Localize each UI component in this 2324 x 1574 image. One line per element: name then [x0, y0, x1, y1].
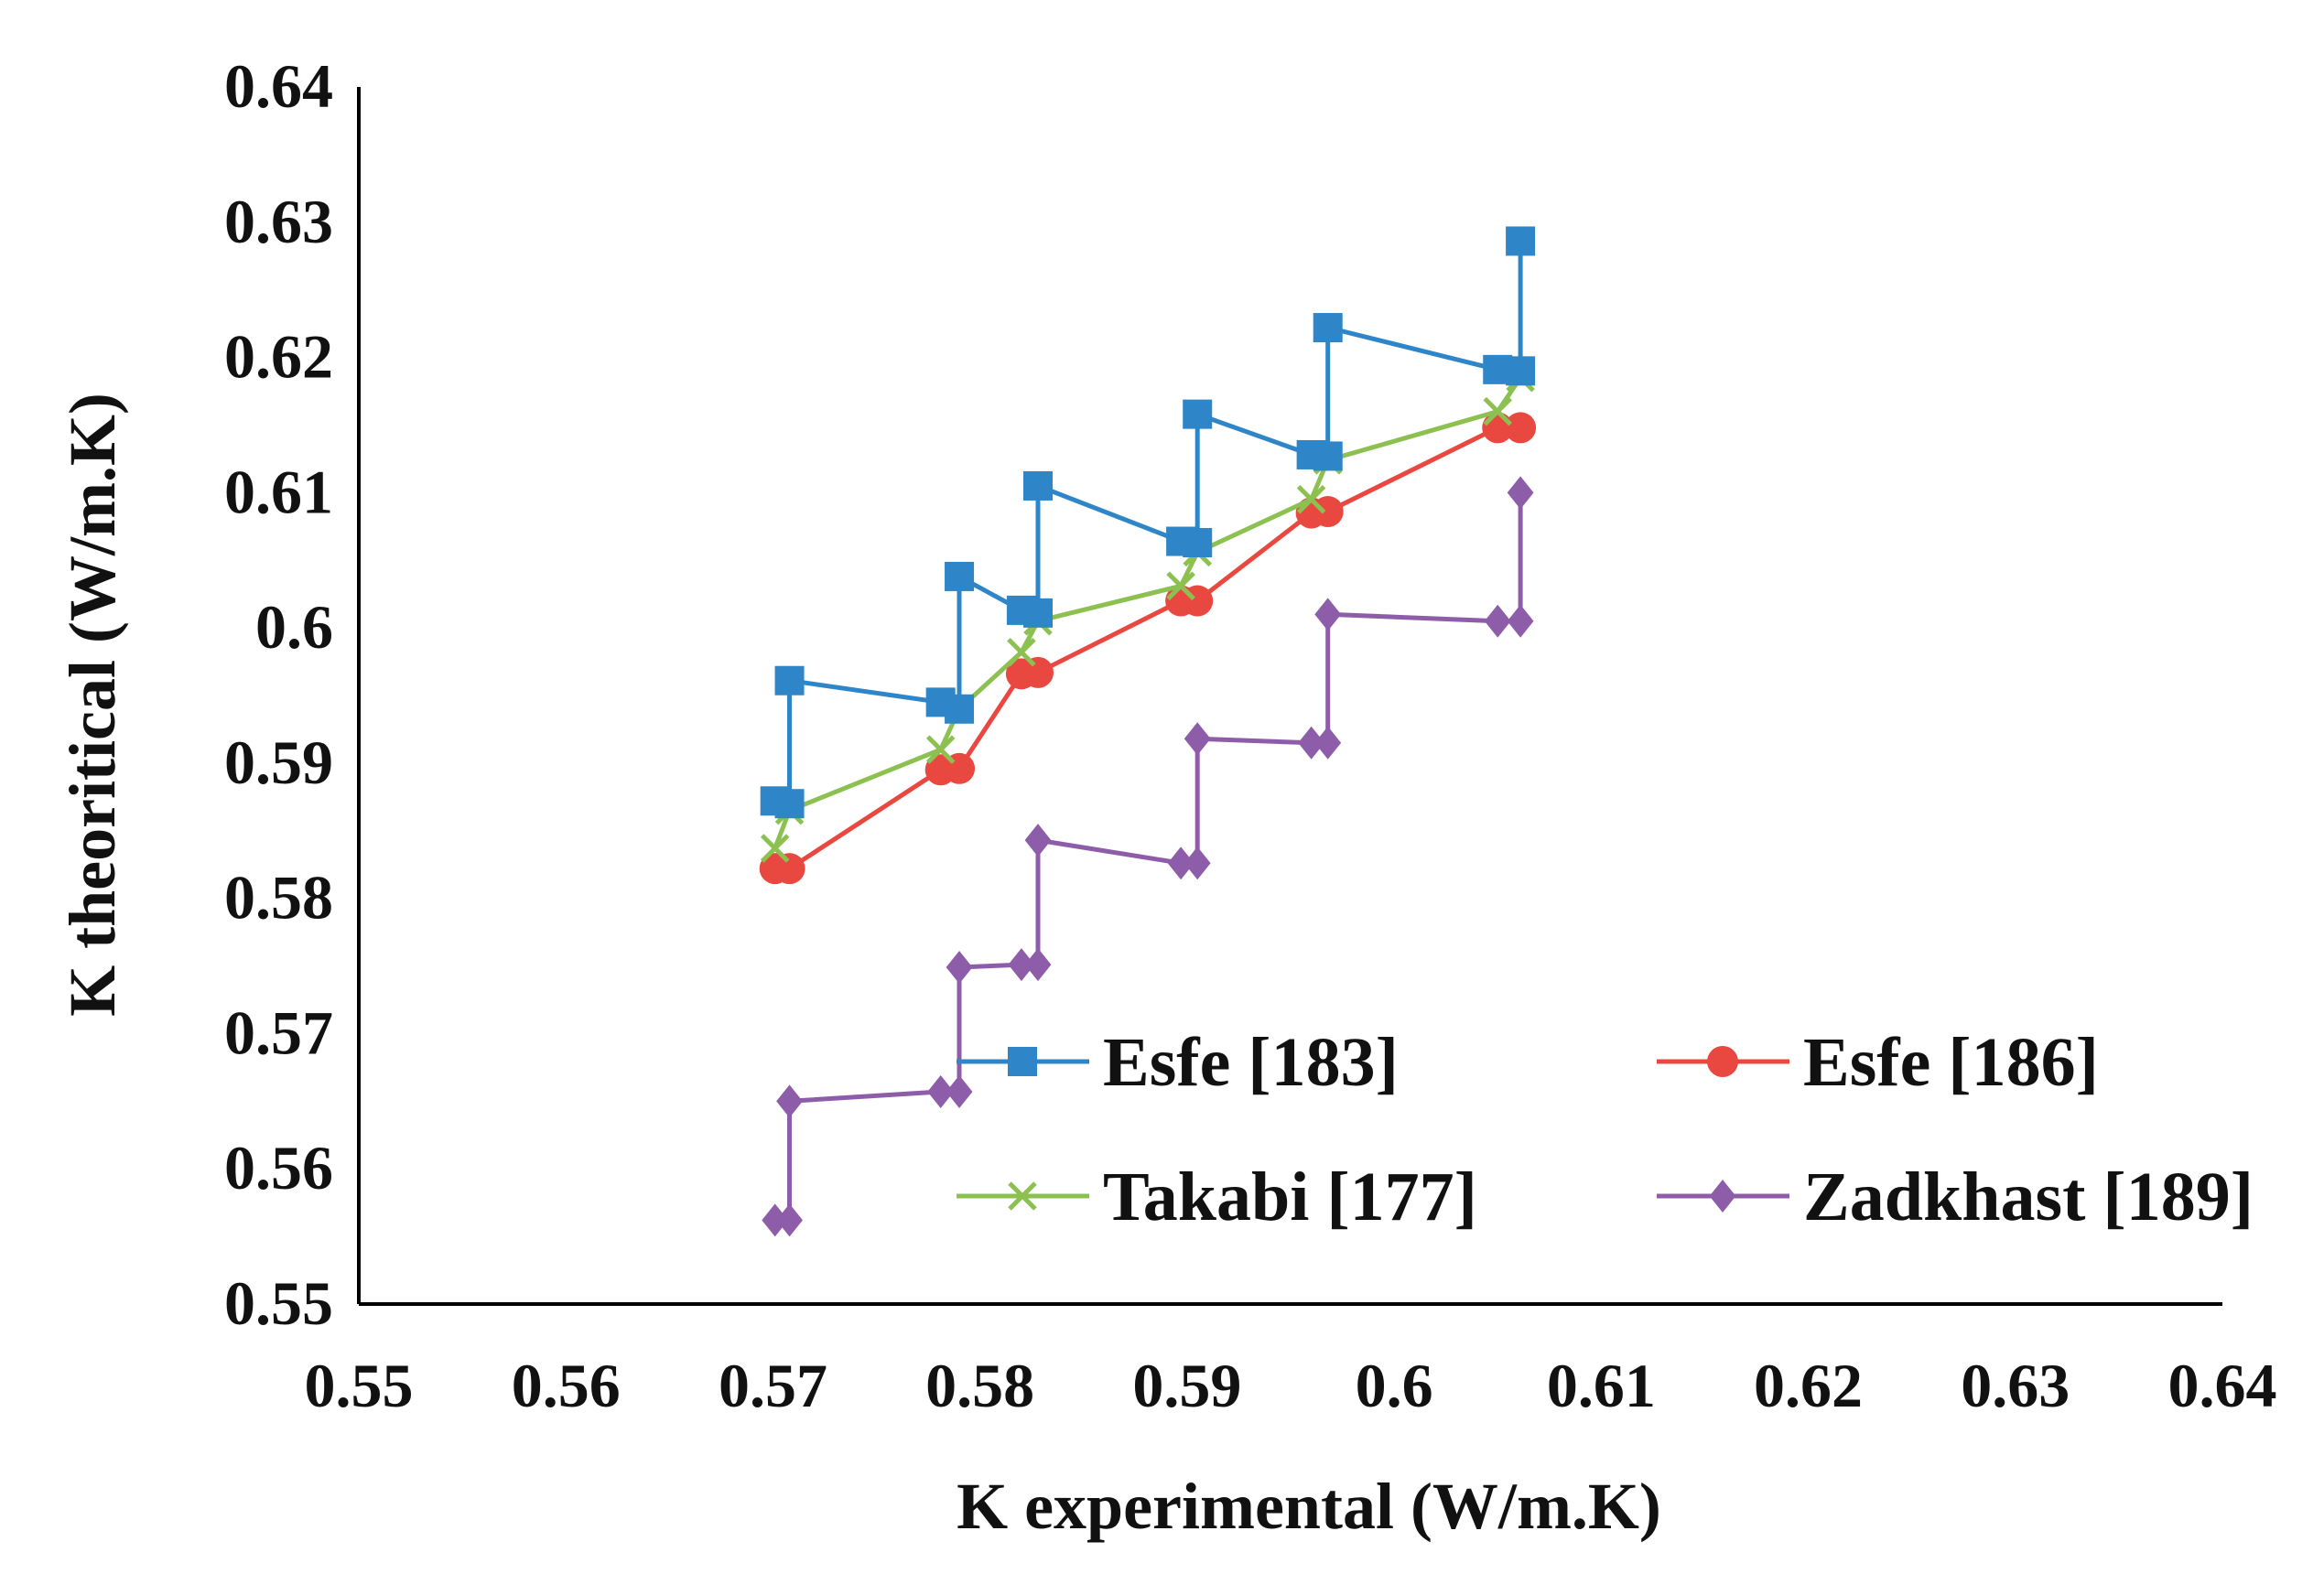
marker-x-stroke — [760, 834, 790, 863]
axes: 0.55 0.56 0.57 0.58 0.59 0.6 0.61 0.62 0.63 0.64 0… — [56, 51, 2277, 1543]
marker-x — [1008, 1181, 1037, 1211]
marker-square — [1506, 356, 1536, 386]
series-esfe-183 — [760, 226, 1536, 819]
marker-circle — [1312, 496, 1344, 528]
y-tick-label: 0.56 — [224, 1133, 333, 1202]
marker-diamond — [946, 951, 973, 985]
x-tick-label: 0.57 — [719, 1351, 827, 1420]
series-line — [774, 425, 1521, 871]
marker-x-stroke — [1008, 1181, 1037, 1211]
marker-x — [925, 735, 956, 764]
y-tick-label: 0.55 — [224, 1268, 333, 1338]
marker-diamond — [1008, 948, 1035, 982]
y-tick-label: 0.57 — [224, 997, 333, 1067]
y-tick-label: 0.59 — [224, 728, 333, 797]
marker-diamond — [1484, 604, 1511, 638]
x-tick-label: 0.64 — [2168, 1351, 2277, 1420]
marker-square — [1506, 226, 1536, 256]
marker-circle — [1505, 412, 1537, 444]
marker-square — [1023, 598, 1054, 628]
marker-circle — [773, 853, 805, 885]
marker-x — [760, 834, 790, 863]
y-tick-label: 0.62 — [224, 322, 333, 392]
x-tick-label: 0.6 — [1356, 1351, 1433, 1420]
legend-label: Takabi [177] — [1103, 1159, 1477, 1235]
marker-x — [1483, 396, 1512, 426]
legend-label: Esfe [186] — [1803, 1024, 2099, 1101]
y-tick-label: 0.58 — [224, 863, 333, 933]
x-tick-label: 0.63 — [1961, 1351, 2070, 1420]
marker-diamond — [776, 1084, 803, 1118]
legend-item: Esfe [186] — [1657, 1024, 2099, 1101]
marker-diamond — [927, 1074, 955, 1108]
marker-square — [1183, 528, 1213, 558]
marker-square — [1183, 399, 1213, 429]
legend-label: Zadkhast [189] — [1803, 1159, 2254, 1235]
marker-x-stroke — [925, 735, 956, 764]
y-axis-title: K theoritical (W/m.K) — [56, 393, 129, 1017]
marker-x-stroke — [1007, 637, 1036, 667]
legend: Esfe [183] Esfe [186] Takabi [177] Zadkhast… — [957, 1024, 2254, 1235]
marker-circle — [1022, 656, 1054, 688]
marker-diamond — [762, 1203, 789, 1237]
marker-square — [1008, 1047, 1037, 1076]
series-line — [774, 241, 1523, 806]
marker-square — [945, 694, 975, 724]
marker-x — [1166, 571, 1195, 601]
marker-diamond — [1184, 846, 1211, 880]
x-tick-label: 0.61 — [1547, 1351, 1656, 1420]
legend-item: Esfe [183] — [957, 1024, 1399, 1101]
marker-x — [1296, 484, 1326, 514]
y-tick-label: 0.64 — [224, 51, 333, 121]
marker-square — [1313, 313, 1343, 343]
x-tick-label: 0.59 — [1132, 1351, 1241, 1420]
y-tick-label: 0.6 — [255, 592, 333, 662]
marker-x-stroke — [1483, 396, 1512, 426]
marker-diamond — [946, 1074, 973, 1108]
marker-x-stroke — [1296, 484, 1326, 514]
marker-diamond — [1314, 726, 1342, 760]
marker-diamond — [1024, 824, 1052, 857]
marker-diamond — [1024, 948, 1052, 982]
x-tick-label: 0.55 — [305, 1351, 414, 1420]
series-line — [773, 376, 1523, 849]
legend-item: Takabi [177] — [957, 1159, 1477, 1235]
x-tick-label: 0.62 — [1754, 1351, 1863, 1420]
marker-square — [774, 789, 805, 819]
marker-diamond — [1314, 598, 1342, 631]
marker-diamond — [1298, 726, 1325, 760]
marker-diamond — [1709, 1180, 1736, 1213]
marker-diamond — [776, 1203, 803, 1237]
marker-diamond — [1507, 476, 1534, 510]
series-zadkhast-189 — [762, 476, 1534, 1237]
marker-square — [774, 665, 805, 695]
marker-diamond — [1184, 722, 1211, 756]
series-line — [774, 492, 1523, 1223]
x-tick-label: 0.56 — [512, 1351, 621, 1420]
marker-square — [1023, 470, 1054, 501]
x-axis-title: K experimental (W/m.K) — [957, 1470, 1661, 1543]
marker-x — [1007, 637, 1036, 667]
legend-item: Zadkhast [189] — [1657, 1159, 2254, 1235]
marker-square — [1313, 441, 1343, 471]
marker-diamond — [1507, 604, 1534, 638]
y-tick-label: 0.61 — [224, 457, 333, 526]
legend-label: Esfe [183] — [1103, 1024, 1399, 1101]
marker-diamond — [1167, 846, 1194, 880]
series-layer — [759, 226, 1537, 1237]
marker-x-stroke — [1166, 571, 1195, 601]
y-tick-label: 0.63 — [224, 187, 333, 256]
marker-square — [945, 561, 975, 591]
x-tick-label: 0.58 — [925, 1351, 1034, 1420]
marker-circle — [1707, 1046, 1738, 1077]
